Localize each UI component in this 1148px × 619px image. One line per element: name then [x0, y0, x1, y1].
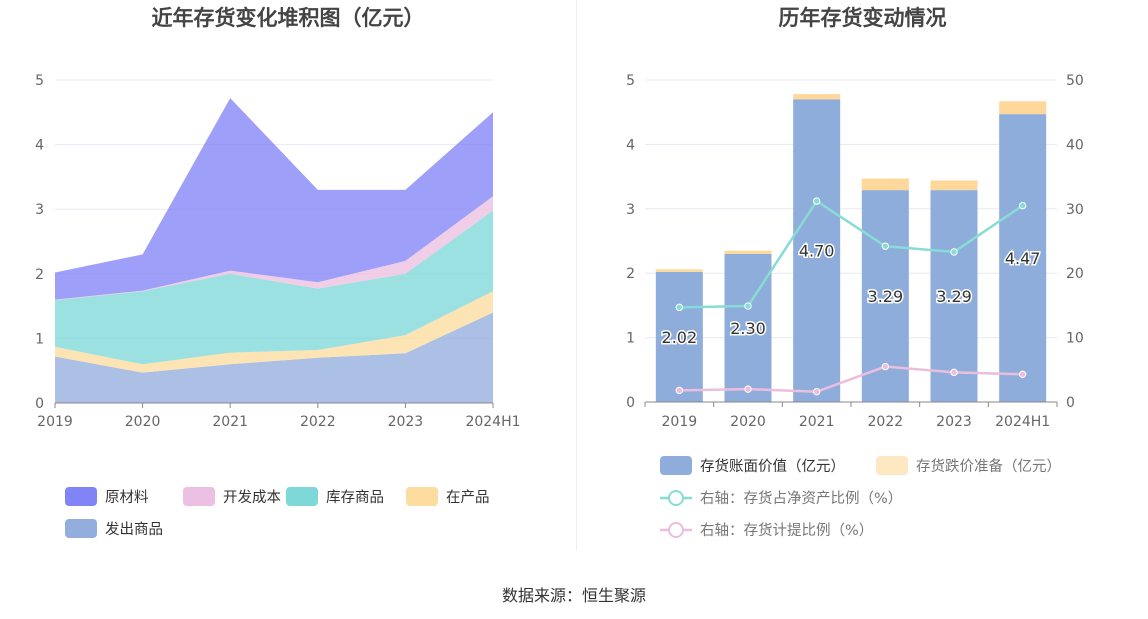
legend-swatch	[286, 487, 318, 506]
bar-data-label: 4.70	[799, 242, 835, 261]
line-point	[744, 302, 752, 310]
data-source-note: 数据来源：恒生聚源	[501, 586, 646, 605]
line-point	[812, 387, 821, 396]
x-tick-label: 2023	[936, 414, 972, 430]
line-point	[950, 368, 958, 377]
y-left-tick-label: 5	[626, 73, 635, 89]
y-tick-label: 2	[35, 267, 44, 283]
area-series	[55, 210, 493, 365]
bar-data-label: 2.02	[662, 328, 698, 347]
line-point	[950, 248, 958, 256]
bar-impairment	[655, 269, 703, 272]
legend-label: 右轴：存货占净资产比例（%）	[700, 490, 902, 507]
bar-data-label: 2.30	[730, 319, 766, 338]
legend-swatch	[876, 456, 908, 475]
y-tick-label: 0	[35, 396, 44, 412]
legend-label: 存货账面价值（亿元）	[700, 458, 845, 475]
legend-swatch	[183, 487, 215, 506]
panel-divider	[576, 0, 577, 550]
y-right-tick-label: 0	[1066, 395, 1075, 411]
bar-book-value	[930, 190, 978, 402]
bar-impairment	[793, 94, 841, 100]
y-left-tick-label: 2	[626, 266, 635, 282]
area-series	[55, 196, 493, 301]
y-right-tick-label: 10	[1066, 331, 1084, 347]
x-tick-label: 2021	[212, 414, 248, 430]
bar-impairment	[999, 101, 1047, 115]
line-point	[744, 385, 752, 393]
x-tick-label: 2023	[388, 414, 424, 430]
y-tick-label: 3	[35, 202, 44, 218]
legend-label: 开发成本	[223, 489, 281, 506]
y-tick-label: 4	[35, 138, 44, 154]
legend-marker	[668, 522, 684, 538]
line-point	[675, 303, 684, 312]
legend-swatch	[406, 487, 438, 506]
area-series	[55, 291, 493, 373]
legend-label: 发出商品	[105, 521, 163, 538]
bar-line-panel: 历年存货变动情况 0 1 2 3 4 5 0 10 20 30 40 50 2019 2020 2021 20…	[577, 0, 1148, 560]
bar-book-value	[999, 114, 1047, 402]
legend-swatch	[660, 456, 692, 475]
legend-label: 库存商品	[326, 489, 384, 506]
legend-swatch	[65, 487, 97, 506]
area-series	[55, 98, 493, 300]
y-left-tick-label: 3	[626, 202, 635, 218]
bar-impairment	[930, 180, 978, 191]
y-right-tick-label: 30	[1066, 202, 1084, 218]
legend-swatch	[65, 519, 97, 538]
legend-label: 右轴：存货计提比例（%）	[700, 522, 873, 539]
legend-label: 存货跌价准备（亿元）	[916, 458, 1061, 475]
y-right-tick-label: 40	[1066, 137, 1084, 153]
line-point	[675, 386, 684, 395]
bar-data-label: 4.47	[1005, 249, 1041, 268]
x-tick-label: 2024H1	[465, 414, 520, 430]
line-series	[679, 365, 1023, 393]
right-chart-title: 历年存货变动情况	[778, 6, 947, 30]
line-point	[881, 242, 890, 250]
x-tick-label: 2019	[662, 414, 698, 430]
x-tick-label: 2024H1	[995, 414, 1050, 430]
y-tick-label: 5	[35, 73, 44, 89]
y-right-tick-label: 50	[1066, 73, 1084, 89]
y-right-tick-label: 20	[1066, 266, 1084, 282]
bar-book-value	[793, 99, 841, 402]
x-tick-label: 2022	[868, 414, 904, 430]
x-tick-label: 2021	[799, 414, 835, 430]
left-chart-title: 近年存货变化堆积图（亿元）	[151, 6, 425, 30]
bar-book-value	[655, 271, 703, 402]
line-point	[1018, 201, 1027, 210]
line-point	[812, 197, 821, 205]
x-tick-label: 2022	[300, 414, 336, 430]
line-series	[679, 199, 1024, 309]
x-tick-label: 2019	[37, 414, 73, 430]
legend-label: 原材料	[105, 489, 149, 506]
bar-data-label: 3.29	[936, 287, 972, 306]
line-point	[881, 362, 890, 371]
x-tick-label: 2020	[125, 414, 161, 430]
stacked-area-chart: 0 1 2 3 4 5 2019 2020 2021 2022 2023 2024H1 原材料 开发成本 库…	[35, 73, 521, 538]
y-left-tick-label: 0	[626, 395, 635, 411]
bar-data-label: 3.29	[868, 287, 904, 306]
y-left-tick-label: 1	[626, 331, 635, 347]
x-tick-label: 2020	[730, 414, 766, 430]
y-left-tick-label: 4	[626, 137, 635, 153]
line-point	[1018, 370, 1027, 379]
bar-book-value	[724, 253, 772, 402]
stacked-area-panel: 近年存货变化堆积图（亿元） 0 1 2 3 4 5 2019 2020 2021 2022 2023…	[0, 0, 576, 560]
y-tick-label: 1	[35, 331, 44, 347]
legend-marker	[668, 490, 684, 506]
area-series	[55, 312, 493, 403]
legend-label: 在产品	[446, 489, 490, 506]
bar-impairment	[724, 250, 772, 254]
bar-impairment	[861, 178, 909, 191]
